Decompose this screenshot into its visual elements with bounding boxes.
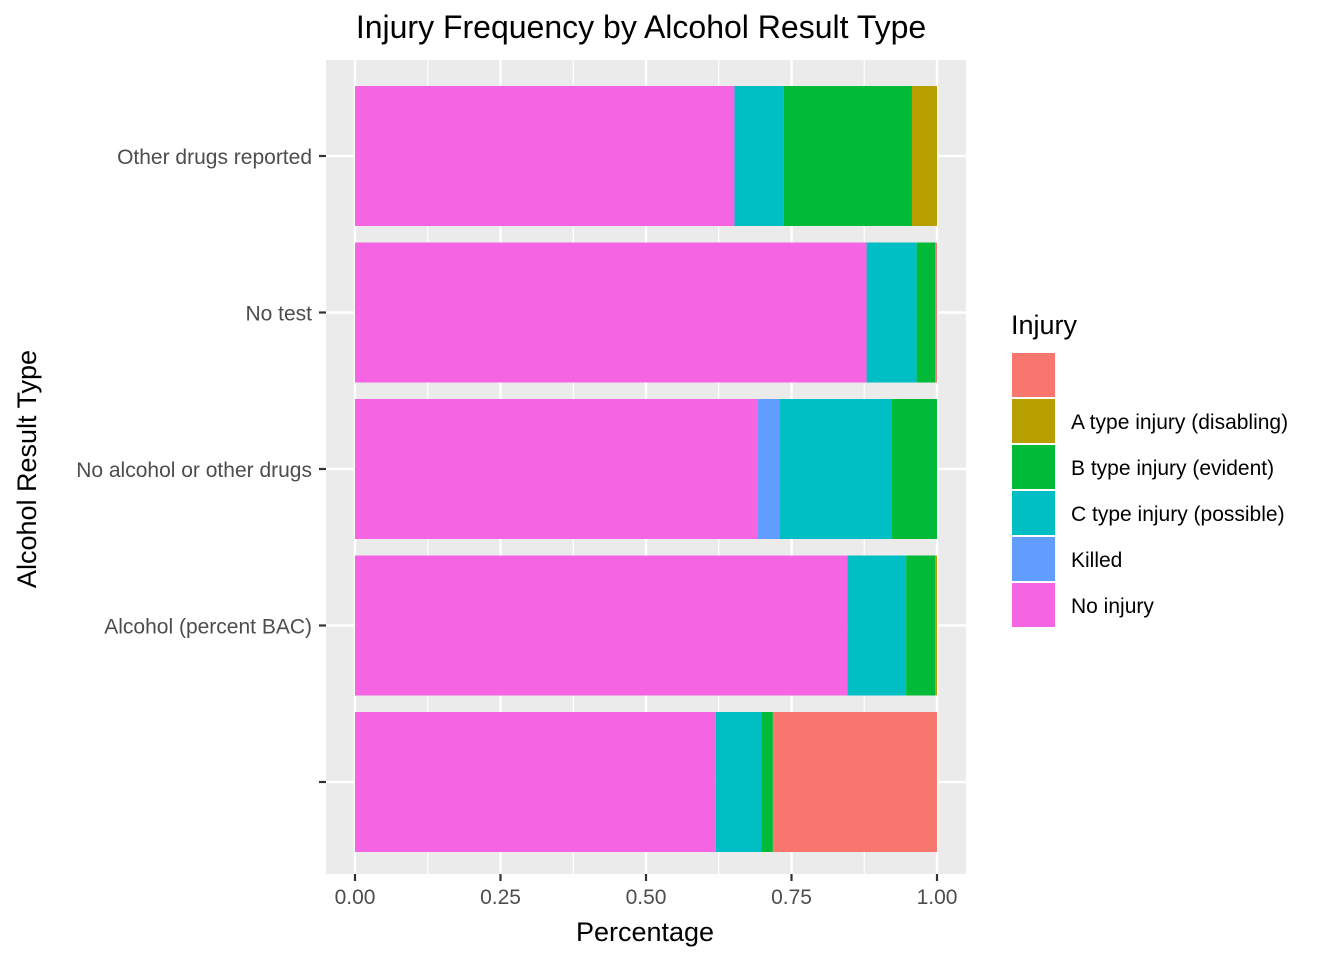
bar-segment [866,242,917,383]
bar-segment [916,242,936,383]
x-tick-label: 0.50 [626,886,667,909]
x-tick-label: 0.75 [771,886,812,909]
legend-key [1012,537,1055,581]
bar-segment [935,242,937,383]
legend-key [1012,445,1055,489]
bar-segment [906,555,936,696]
legend: Injury A type injury (disabling) B type i… [1011,310,1288,627]
legend-label: B type injury (evident) [1071,457,1274,480]
legend-title: Injury [1011,310,1078,340]
bar-segment [935,555,937,696]
legend-label: Killed [1071,549,1122,572]
legend-label: A type injury (disabling) [1071,411,1288,434]
x-tick-label: 0.25 [480,886,521,909]
legend-key [1012,353,1055,397]
bar-segment [911,86,937,226]
bar-segment [734,86,784,226]
bar-layer [355,86,937,852]
bar-segment [779,399,892,539]
legend-key [1012,399,1055,443]
bar-segment [355,86,735,226]
bar-segment [761,712,773,852]
axis-layer: 0.00 0.25 0.50 0.75 1.00 Alcohol (percent BAC… [76,146,957,909]
x-tick-label: 0.00 [335,886,376,909]
bar-segment [355,712,716,852]
chart-title: Injury Frequency by Alcohol Result Type [356,9,926,45]
bar-segment [355,399,758,539]
bar-segment [355,242,867,383]
y-tick-label: No alcohol or other drugs [76,459,312,482]
bar-segment [772,712,937,852]
y-axis-label: Alcohol Result Type [12,350,42,588]
bar-segment [847,555,907,696]
x-axis-label: Percentage [576,917,714,947]
y-tick-label: No test [245,303,312,326]
legend-key [1012,583,1055,627]
bar-segment [783,86,912,226]
bar-segment [891,399,937,539]
x-tick-label: 1.00 [917,886,958,909]
legend-label: No injury [1071,595,1154,618]
bar-segment [715,712,762,852]
bar-segment [757,399,780,539]
legend-key [1012,491,1055,535]
bar-segment [355,555,848,696]
y-tick-label: Other drugs reported [117,146,312,169]
y-tick-label: Alcohol (percent BAC) [104,616,312,639]
legend-label: C type injury (possible) [1071,503,1285,526]
